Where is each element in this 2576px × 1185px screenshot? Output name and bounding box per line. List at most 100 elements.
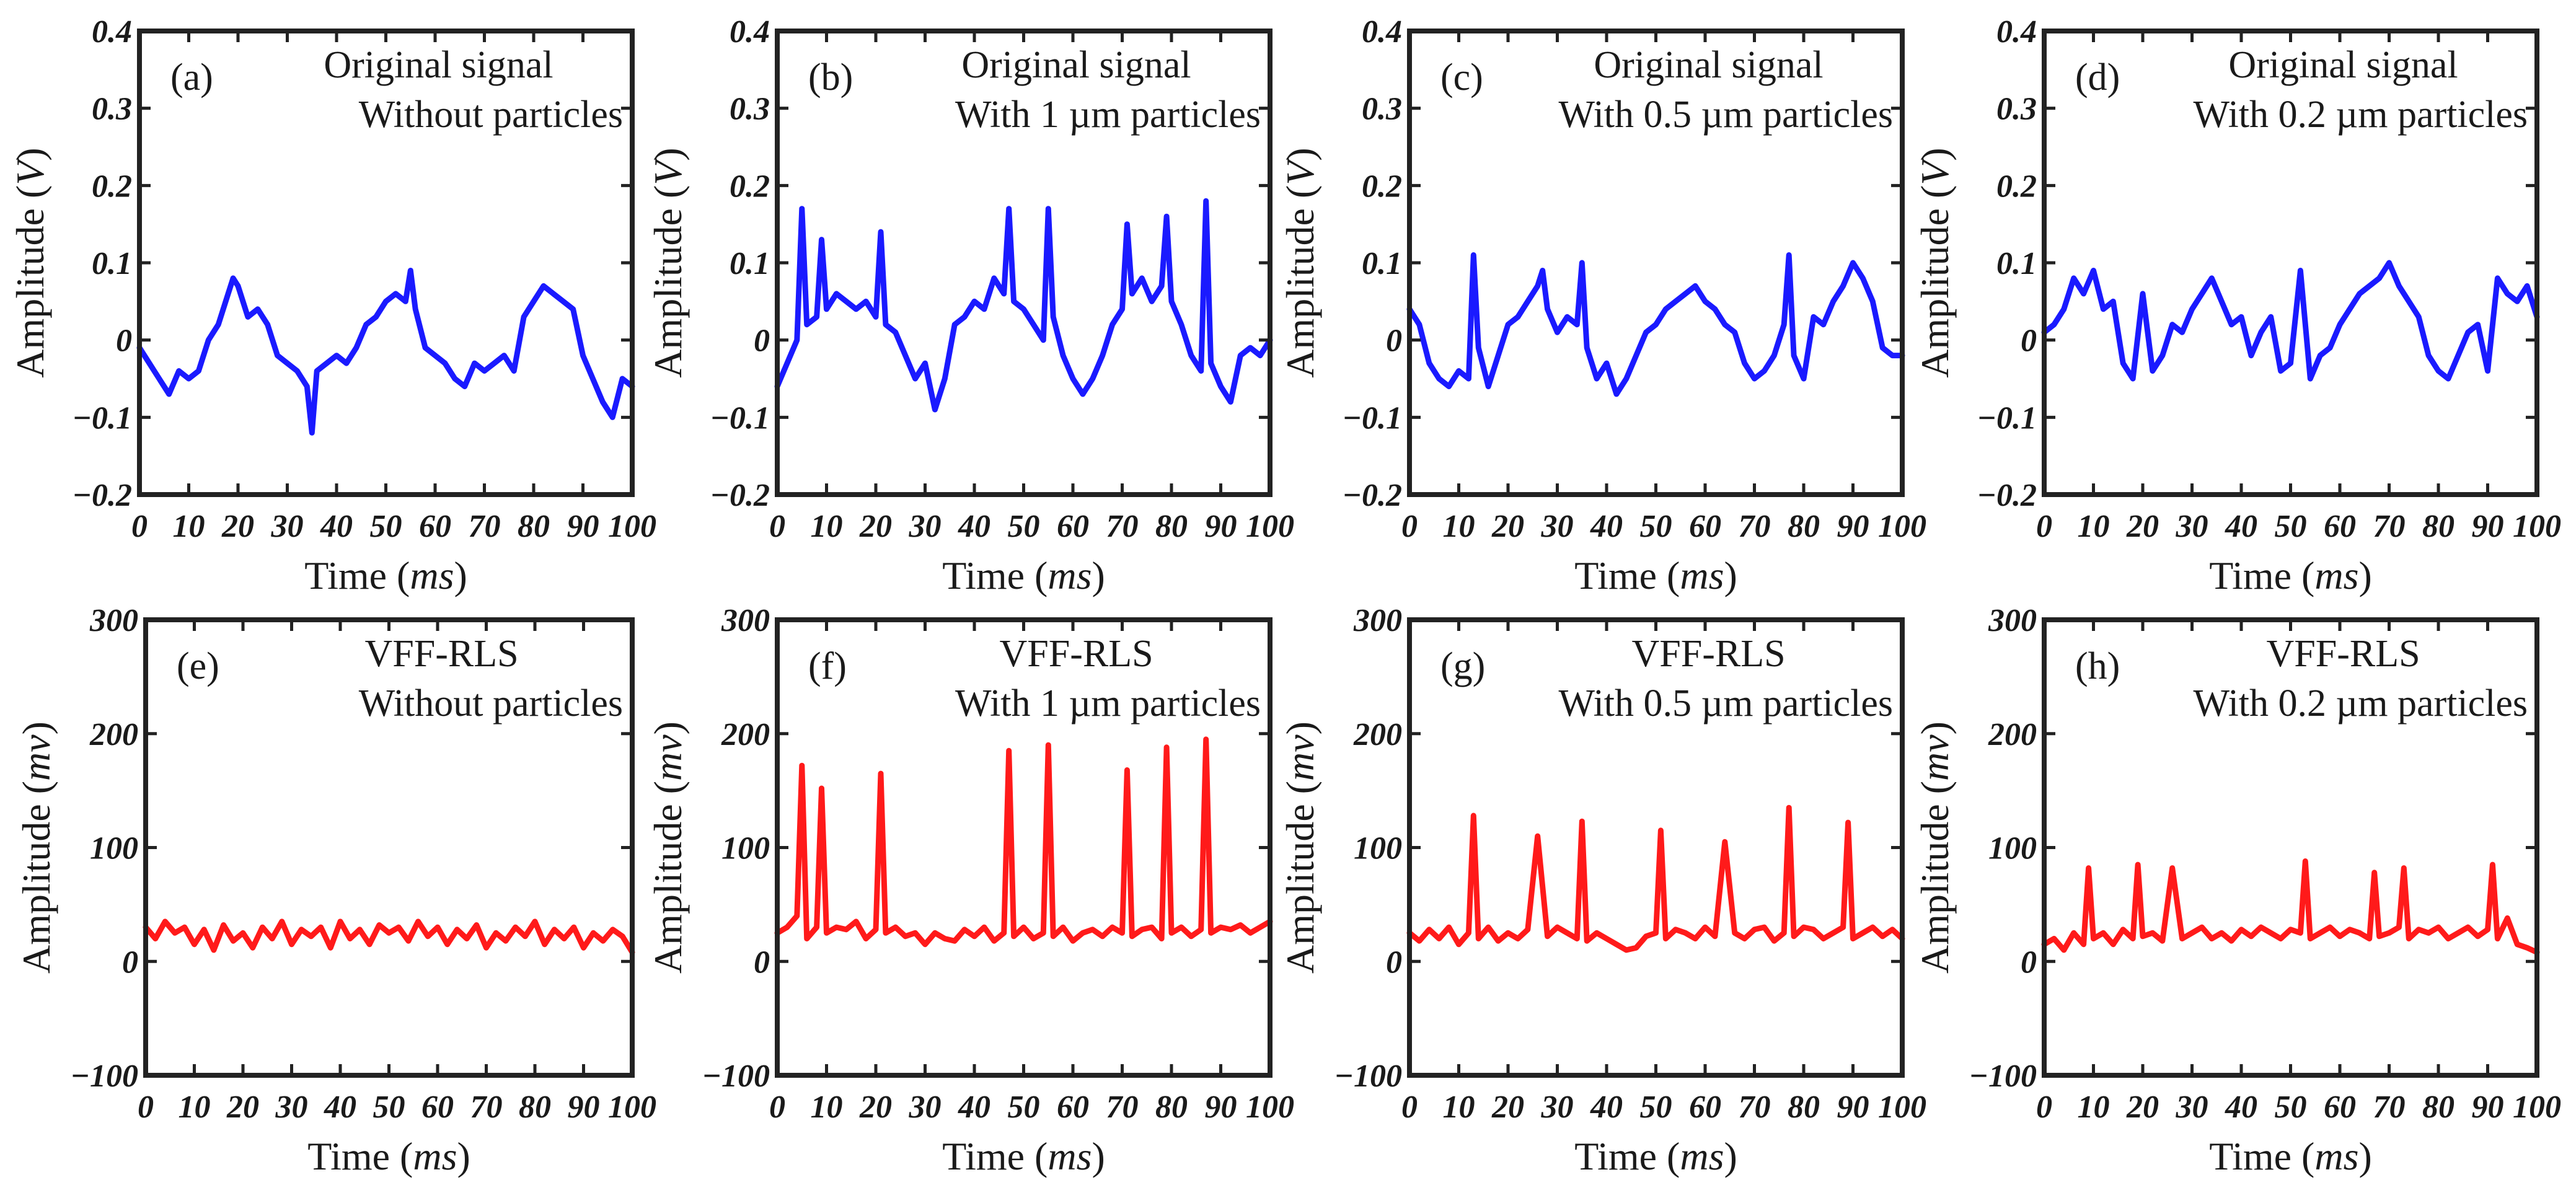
panel-letter: (f) [808, 645, 847, 687]
x-tick-label: 80 [1155, 509, 1188, 544]
chart-panel: 0 10 20 30 40 50 60 70 80 90 100 −0.2 −0.1 0 0.1 0.2 0.3… [1913, 14, 2561, 597]
x-axis-paren: ) [457, 1134, 470, 1178]
y-tick-label: 0.3 [92, 92, 132, 127]
y-axis-label-text: Amplitude [646, 208, 690, 378]
x-axis-label-text: Time [942, 1134, 1025, 1178]
x-axis-label-text: Time [2209, 553, 2291, 597]
x-tick-label: 40 [1590, 509, 1623, 544]
x-axis-paren: ( [1025, 1134, 1048, 1178]
y-tick-label: −100 [702, 1059, 770, 1094]
x-axis-label: Time (ms) [1574, 1134, 1737, 1178]
x-tick-label: 100 [1246, 1090, 1294, 1125]
panel-letter: (d) [2075, 56, 2120, 99]
y-tick-label: 0.1 [92, 246, 132, 281]
x-tick-label: 70 [470, 1090, 503, 1125]
x-tick-label: 60 [1057, 1090, 1089, 1125]
annotation-line-2: With 0.5 µm particles [1559, 682, 1893, 725]
chart-panel: 0 10 20 30 40 50 60 70 80 90 100 −0.2 −0.1 0 0.1 0.2 0.3… [1278, 14, 1926, 597]
y-tick-label: 0.3 [1362, 92, 1402, 127]
x-tick-label: 30 [909, 1090, 942, 1125]
y-axis-unit: mv [1278, 734, 1322, 781]
y-axis-paren: ( [1913, 781, 1957, 804]
y-tick-label: 100 [90, 831, 138, 866]
x-tick-label: 50 [2275, 1090, 2307, 1125]
x-tick-label: 0 [1401, 509, 1418, 544]
x-tick-label: 100 [1246, 509, 1294, 544]
y-axis-unit: mv [14, 734, 58, 781]
y-axis-paren: ) [646, 148, 690, 161]
x-axis-label: Time (ms) [2209, 1134, 2372, 1178]
annotation-line-2: Without particles [359, 94, 623, 136]
x-axis-unit: ms [2314, 1134, 2358, 1178]
series-line [1406, 252, 1905, 397]
x-tick-label: 20 [2126, 509, 2159, 544]
x-tick-label: 10 [2078, 509, 2110, 544]
x-axis-paren: ) [1092, 553, 1105, 597]
y-tick-label: −0.1 [72, 400, 132, 436]
x-axis-paren: ( [387, 553, 410, 597]
y-tick-label: 0 [116, 324, 132, 359]
annotation-line-2: With 0.2 µm particles [2194, 682, 2528, 725]
x-tick-label: 90 [1205, 509, 1237, 544]
y-axis-label: Amplitude (V) [8, 148, 52, 377]
y-tick-label: 0.1 [730, 246, 770, 281]
x-tick-label: 0 [138, 1090, 154, 1125]
x-tick-label: 80 [2422, 509, 2455, 544]
x-axis-label-text: Time [942, 553, 1025, 597]
x-tick-label: 50 [1008, 1090, 1040, 1125]
x-axis-paren: ( [390, 1134, 413, 1178]
y-axis-paren: ) [8, 148, 52, 161]
y-tick-label: 0 [754, 945, 770, 980]
x-tick-label: 0 [2036, 509, 2052, 544]
series-line [2041, 858, 2540, 955]
y-tick-label: 0.2 [1362, 169, 1402, 204]
x-tick-label: 40 [324, 1090, 356, 1125]
y-tick-label: 300 [1353, 603, 1402, 638]
x-tick-label: 70 [1739, 1090, 1771, 1125]
y-tick-label: 0.2 [1996, 169, 2037, 204]
x-tick-label: 0 [769, 509, 785, 544]
x-tick-label: 70 [1106, 1090, 1139, 1125]
x-tick-label: 10 [1443, 1090, 1475, 1125]
x-axis-unit: ms [1680, 1134, 1724, 1178]
x-tick-label: 50 [1640, 1090, 1672, 1125]
y-axis-label: Amplitude (mv) [1913, 721, 1957, 974]
x-axis-paren: ( [1025, 553, 1048, 597]
y-axis-paren: ) [14, 721, 58, 734]
x-tick-label: 70 [1739, 509, 1771, 544]
y-tick-label: 100 [721, 831, 770, 866]
series-line [136, 268, 635, 436]
x-tick-label: 90 [2472, 1090, 2504, 1125]
y-tick-label: −0.2 [72, 478, 132, 513]
x-axis-paren: ( [2291, 553, 2314, 597]
x-tick-label: 10 [1443, 509, 1475, 544]
y-axis-paren: ( [646, 781, 690, 804]
y-axis-unit: V [8, 157, 52, 185]
x-axis-paren: ) [454, 553, 467, 597]
x-tick-label: 90 [1837, 1090, 1869, 1125]
x-tick-label: 90 [2472, 509, 2504, 544]
y-axis-paren: ) [1278, 148, 1322, 161]
y-tick-label: 0.1 [1996, 246, 2037, 281]
annotation-line-1: Original signal [1594, 44, 1823, 86]
x-axis-label: Time (ms) [942, 1134, 1105, 1178]
x-tick-label: 90 [568, 1090, 600, 1125]
x-tick-label: 30 [271, 509, 304, 544]
y-axis-paren: ) [1278, 721, 1322, 734]
chart-panel: 0 10 20 30 40 50 60 70 80 90 100−1000100200300Time… [646, 603, 1294, 1178]
x-tick-label: 50 [2275, 509, 2307, 544]
y-axis-label: Amplitude (V) [646, 148, 690, 377]
annotation-line-2: With 0.5 µm particles [1559, 94, 1893, 136]
y-axis-paren: ( [646, 185, 690, 208]
y-tick-label: 0 [122, 945, 138, 980]
panel-letter: (c) [1440, 56, 1483, 99]
x-tick-label: 40 [958, 1090, 990, 1125]
x-tick-label: 70 [2373, 509, 2406, 544]
x-tick-label: 100 [608, 1090, 656, 1125]
annotation-line-1: VFF-RLS [2266, 633, 2420, 675]
x-tick-label: 20 [859, 509, 892, 544]
y-tick-label: 200 [1353, 717, 1402, 752]
y-tick-label: 0.1 [1362, 246, 1402, 281]
x-tick-label: 40 [1590, 1090, 1623, 1125]
